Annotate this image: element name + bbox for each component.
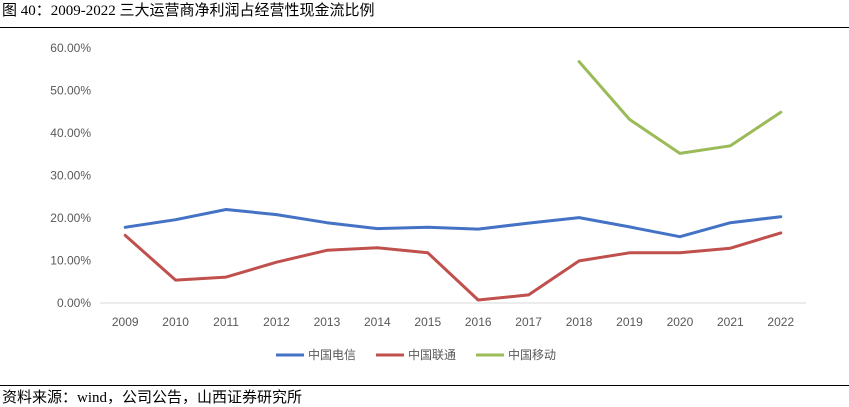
source-note: 资料来源：wind，公司公告，山西证券研究所: [2, 390, 303, 406]
x-tick-label: 2012: [263, 315, 290, 329]
y-tick-label: 10.00%: [50, 254, 91, 268]
y-tick-label: 20.00%: [50, 211, 91, 225]
x-tick-label: 2015: [414, 315, 441, 329]
y-tick-label: 50.00%: [50, 84, 91, 98]
series-line-1: [123, 208, 783, 239]
legend: 中国电信 中国联通 中国移动: [276, 347, 556, 362]
x-tick-label: 2009: [112, 315, 139, 329]
x-tick-label: 2022: [767, 315, 794, 329]
x-tick-label: 2020: [667, 315, 694, 329]
x-tick-label: 2019: [616, 315, 643, 329]
series-group: [123, 60, 783, 302]
x-tick-label: 2017: [515, 315, 542, 329]
legend-label-3: 中国移动: [508, 347, 556, 362]
x-tick-label: 2016: [465, 315, 492, 329]
y-tick-label: 40.00%: [50, 126, 91, 140]
top-divider: [0, 27, 849, 28]
y-axis: 0.00% 10.00% 20.00% 30.00% 40.00% 50.00% 60.00…: [50, 41, 91, 310]
figure-title: 图 40：2009-2022 三大运营商净利润占经营性现金流比例: [2, 3, 375, 19]
y-tick-label: 30.00%: [50, 169, 91, 183]
y-tick-label: 0.00%: [57, 296, 91, 310]
y-tick-label: 60.00%: [50, 41, 91, 55]
series-line-3: [577, 60, 783, 155]
x-axis: 2009 2010 2011 2012 2013 2014 2015 2016 2017 2018…: [112, 315, 795, 329]
x-tick-label: 2021: [717, 315, 744, 329]
x-tick-label: 2010: [162, 315, 189, 329]
x-tick-label: 2014: [364, 315, 391, 329]
legend-label-2: 中国联通: [408, 347, 456, 362]
legend-label-1: 中国电信: [308, 347, 356, 362]
line-chart: 0.00% 10.00% 20.00% 30.00% 40.00% 50.00% 60.00…: [50, 41, 806, 362]
x-tick-label: 2018: [566, 315, 593, 329]
x-tick-label: 2013: [314, 315, 341, 329]
x-tick-label: 2011: [213, 315, 239, 329]
series-line-2: [123, 231, 783, 302]
bottom-divider: [0, 385, 849, 386]
